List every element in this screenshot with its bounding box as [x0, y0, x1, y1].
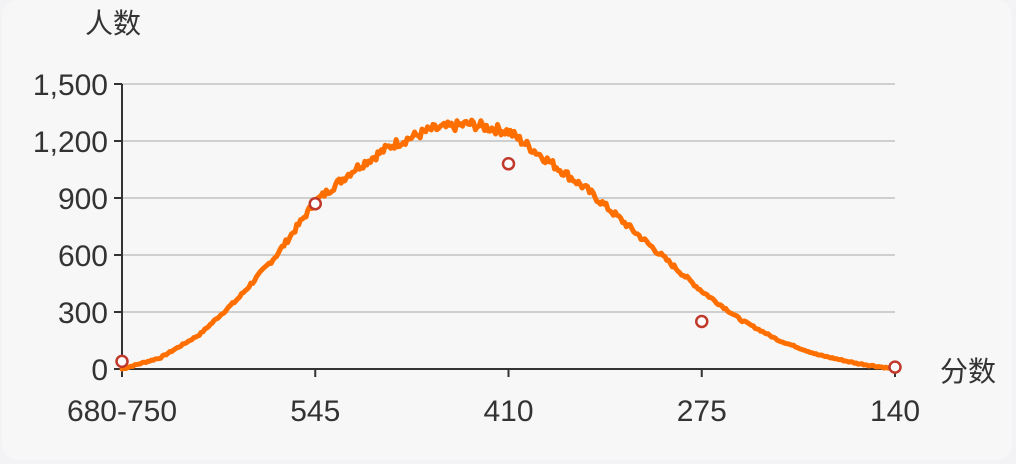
y-tick-label: 1,200	[33, 126, 108, 159]
data-point-marker[interactable]	[115, 354, 129, 369]
y-tick-label: 900	[58, 183, 108, 216]
y-tick-label: 0	[91, 354, 108, 387]
markers-layer	[115, 157, 902, 374]
y-tick-label: 1,500	[33, 69, 108, 102]
y-axis-title: 人数	[85, 7, 141, 40]
labels-layer: 0 300 600 900 1,200 1,500 680-750 545 410 275 140	[33, 69, 920, 428]
y-tick-label: 300	[58, 297, 108, 330]
x-tick-label: 680-750	[67, 395, 177, 428]
y-tick-label: 600	[58, 240, 108, 273]
x-axis-title: 分数	[940, 355, 996, 388]
axes	[114, 83, 896, 377]
grid-lines	[122, 83, 895, 313]
series-layer	[119, 117, 898, 372]
x-tick-label: 545	[290, 395, 340, 428]
data-point-marker[interactable]	[695, 314, 709, 329]
x-tick-label: 410	[483, 395, 533, 428]
x-tick-label: 140	[870, 395, 920, 428]
data-point-marker[interactable]	[888, 360, 902, 374]
series-line-0	[119, 117, 898, 372]
data-point-marker[interactable]	[308, 196, 322, 211]
x-tick-label: 275	[677, 395, 727, 428]
data-point-marker[interactable]	[501, 157, 516, 171]
